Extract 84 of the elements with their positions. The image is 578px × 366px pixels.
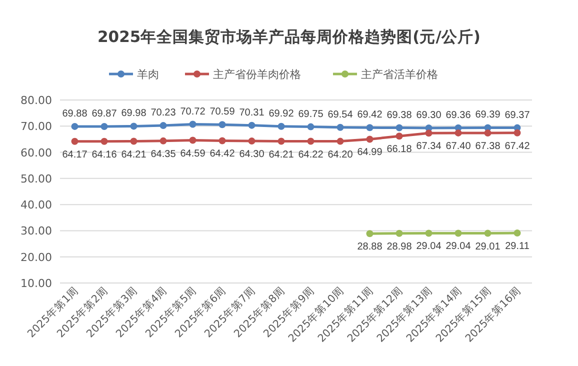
y-tick-label: 30.00	[20, 224, 52, 238]
data-label: 64.42	[210, 148, 236, 160]
y-tick-label: 10.00	[20, 277, 52, 290]
point	[366, 230, 374, 238]
data-label: 70.31	[239, 107, 265, 118]
y-tick-label: 60.00	[20, 146, 52, 160]
data-label: 28.88	[357, 242, 383, 253]
point	[189, 136, 196, 144]
data-label: 69.54	[328, 109, 354, 120]
data-label: 64.17	[62, 149, 88, 160]
point	[160, 122, 167, 130]
point	[218, 121, 226, 128]
point	[278, 138, 285, 145]
data-label: 64.21	[268, 149, 294, 160]
point	[307, 138, 314, 145]
point	[100, 138, 108, 145]
data-label: 67.38	[475, 140, 501, 152]
legend-label: 主产省份羊肉价格	[213, 68, 301, 81]
data-label: 29.04	[416, 241, 442, 252]
point	[307, 123, 314, 130]
data-label: 69.30	[416, 110, 442, 121]
data-label: 28.98	[386, 241, 412, 252]
point	[336, 138, 344, 145]
point	[514, 129, 521, 136]
data-label: 69.37	[504, 110, 530, 121]
data-label: 64.22	[298, 149, 324, 160]
data-label: 64.30	[239, 149, 265, 160]
point	[425, 230, 432, 237]
data-label: 70.23	[150, 108, 176, 119]
point	[396, 124, 403, 132]
point	[100, 122, 108, 130]
data-label: 70.72	[180, 106, 206, 118]
point	[454, 230, 462, 237]
chart-title: 2025年全国集贸市场羊产品每周价格趋势图(元/公斤)	[98, 28, 480, 46]
point	[130, 138, 138, 145]
y-tick-label: 20.00	[20, 250, 52, 264]
data-label: 69.92	[268, 108, 294, 120]
data-label: 69.36	[446, 110, 472, 121]
data-label: 69.39	[475, 110, 501, 121]
point	[454, 129, 462, 136]
point	[278, 122, 285, 130]
point	[366, 124, 374, 132]
data-label: 64.21	[121, 149, 147, 160]
y-tick-label: 70.00	[20, 120, 52, 134]
point	[396, 132, 403, 140]
data-label: 69.38	[386, 110, 412, 121]
y-tick-label: 50.00	[20, 172, 52, 186]
data-label: 67.42	[504, 140, 530, 152]
data-label: 70.59	[210, 106, 236, 118]
data-label: 29.01	[475, 241, 501, 252]
y-tick-label: 40.00	[20, 198, 52, 212]
data-label: 29.11	[505, 241, 530, 252]
point	[425, 130, 432, 137]
point	[366, 136, 374, 143]
point	[71, 138, 78, 145]
data-label: 69.42	[357, 110, 383, 121]
data-label: 64.59	[180, 148, 206, 160]
point	[248, 138, 256, 145]
data-label: 66.18	[386, 144, 412, 156]
point	[514, 230, 521, 237]
point	[130, 122, 138, 130]
point	[336, 124, 344, 131]
point	[484, 230, 492, 237]
data-label: 67.40	[446, 140, 472, 152]
point	[189, 120, 196, 128]
point	[396, 230, 403, 237]
data-label: 64.99	[357, 147, 383, 158]
data-label: 64.16	[92, 149, 118, 160]
data-label: 69.75	[298, 108, 324, 120]
data-label: 64.35	[150, 148, 176, 160]
data-label: 69.98	[121, 108, 147, 120]
point	[160, 137, 167, 144]
legend-label: 主产省活羊价格	[361, 68, 438, 81]
point	[248, 122, 256, 129]
data-label: 67.34	[416, 141, 442, 152]
data-label: 29.04	[446, 241, 472, 252]
legend-label: 羊肉	[137, 68, 159, 81]
y-tick-label: 80.00	[20, 94, 52, 107]
data-label: 69.87	[92, 108, 118, 120]
point	[71, 122, 78, 130]
data-label: 69.88	[62, 108, 88, 120]
point	[484, 129, 492, 136]
point	[218, 137, 226, 144]
data-label: 64.20	[328, 149, 354, 160]
